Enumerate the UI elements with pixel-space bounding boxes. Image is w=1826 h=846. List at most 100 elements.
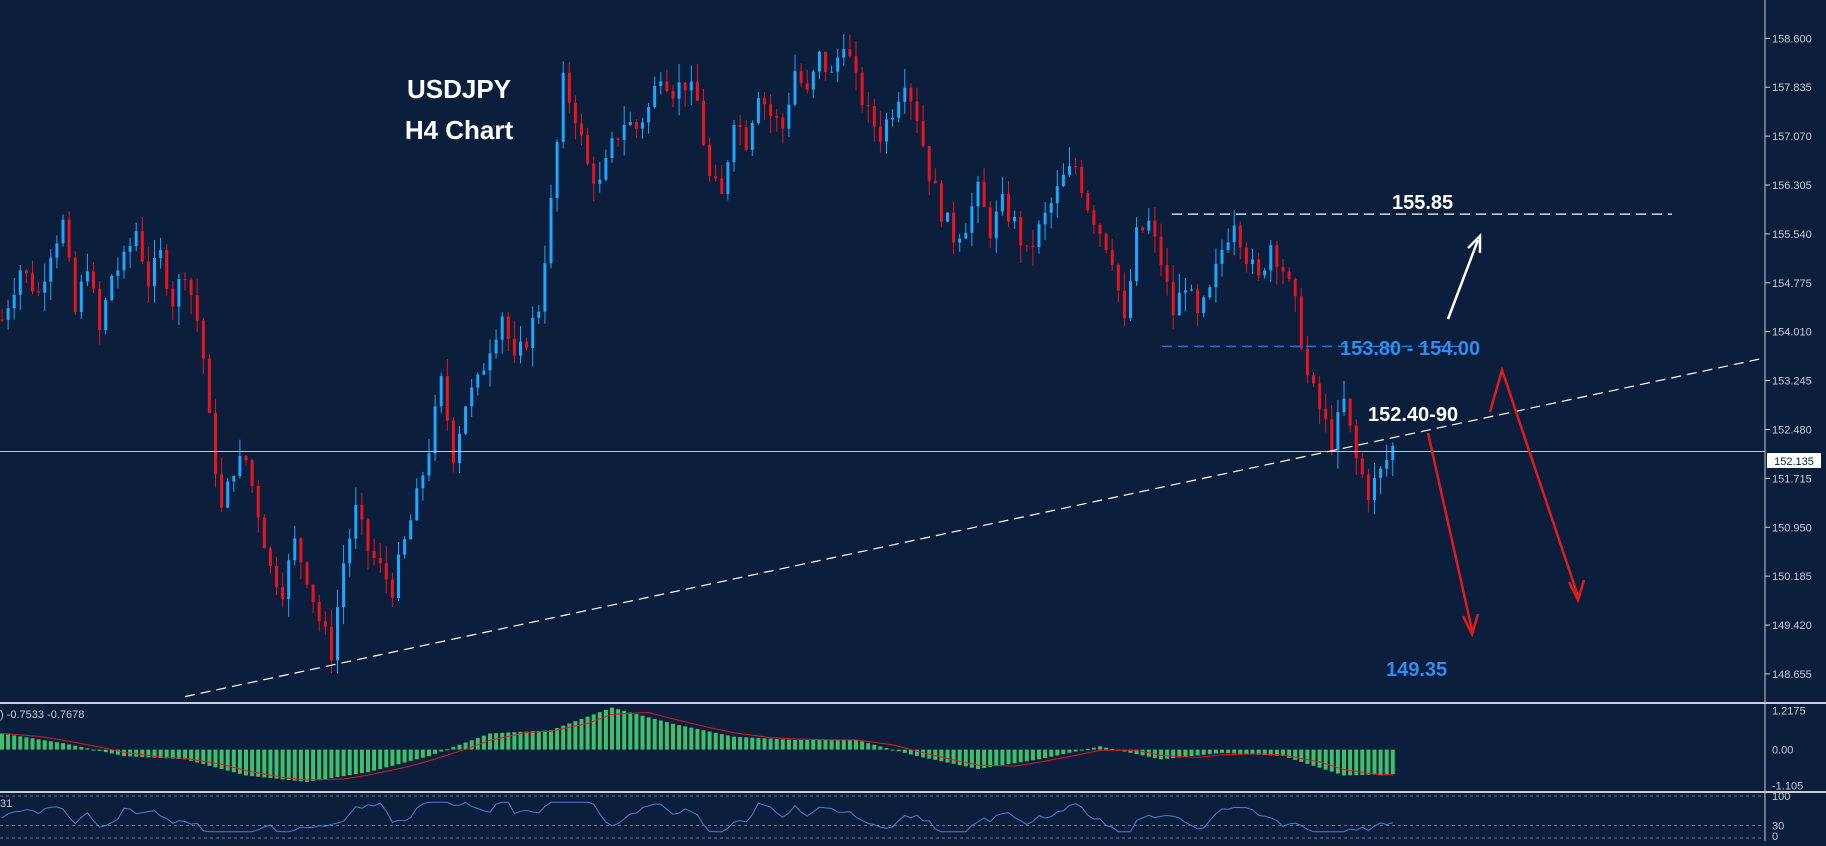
candle-body [763, 98, 766, 105]
macd-histogram-bar [1311, 749, 1316, 766]
candle-body [689, 81, 693, 91]
candle-body [787, 104, 791, 129]
candle-body [836, 57, 840, 72]
candle-body [567, 72, 571, 103]
macd-histogram-bar [695, 728, 700, 750]
macd-histogram-bar [237, 749, 242, 774]
macd-histogram-bar [256, 749, 261, 777]
macd-histogram-bar [1000, 749, 1005, 766]
candle-body [1141, 227, 1145, 231]
macd-histogram-bar [750, 737, 755, 750]
macd-histogram-bar [591, 714, 596, 750]
macd-histogram-bar [500, 732, 505, 750]
level-lines [0, 213, 1766, 698]
candle-body [677, 82, 681, 99]
candle-body [1007, 194, 1010, 222]
macd-histogram-bar [54, 742, 59, 750]
macd-histogram-bar [573, 721, 578, 750]
macd-histogram-bar [817, 739, 822, 750]
candle-body [293, 538, 297, 561]
candle-body [708, 144, 712, 177]
macd-histogram-bar [616, 709, 621, 750]
macd-histogram-bar [524, 731, 529, 750]
candle-body [201, 320, 205, 359]
macd-histogram-bar [1335, 749, 1340, 774]
candle-body [1391, 445, 1395, 461]
macd-histogram-bar [610, 707, 614, 750]
macd-histogram-bar [1268, 749, 1273, 756]
candle-body [421, 475, 425, 489]
macd-histogram-bar [469, 740, 474, 750]
macd-histogram-bar [152, 749, 157, 758]
macd-histogram-bar [396, 749, 401, 765]
macd-histogram-bar [48, 741, 53, 750]
candle-body [256, 485, 260, 518]
candle-body [323, 621, 327, 627]
candle-body [317, 601, 321, 622]
price-tick-label: 151.715 [1772, 473, 1812, 485]
macd-histogram-bar [305, 749, 309, 782]
macd-histogram-bar [555, 727, 560, 750]
candle-body [1379, 468, 1383, 478]
rsi-label: 31 [0, 798, 12, 810]
candle-body [1269, 245, 1273, 271]
macd-histogram-bar [957, 749, 962, 766]
macd-histogram-bar [542, 730, 547, 750]
candle-body [1373, 477, 1376, 501]
candle-body [464, 406, 468, 434]
macd-histogram-bar [890, 749, 895, 751]
macd-histogram-bar [384, 749, 389, 768]
macd-histogram-bar [1079, 749, 1084, 751]
macd-histogram-bar [567, 723, 572, 750]
candle-body [628, 122, 632, 125]
candle-body [525, 341, 529, 348]
candle-body [756, 98, 760, 124]
macd-histogram-bar [109, 749, 114, 754]
macd-histogram-bar [1018, 749, 1023, 763]
macd-histogram-bar [1006, 749, 1011, 765]
macd-histogram-bar [85, 748, 90, 750]
candle-body [1275, 245, 1279, 267]
candle-body [824, 51, 827, 72]
candle-body [214, 412, 217, 475]
candle-body [1159, 236, 1163, 266]
macd-histogram-bar [884, 748, 889, 750]
candle-body [1055, 186, 1059, 204]
macd-histogram-bar [176, 749, 181, 759]
macd-histogram-bar [366, 749, 370, 773]
rsi-tick-label: 30 [1772, 820, 1784, 832]
candle-body [573, 102, 577, 124]
macd-histogram-bar [494, 733, 499, 750]
candle-body [793, 71, 797, 105]
macd-histogram-bar [1348, 749, 1353, 776]
candle-body [543, 263, 547, 312]
arrow-down-red-right [1488, 365, 1586, 604]
candle-body [268, 548, 272, 567]
candle-body [1190, 289, 1193, 291]
macd-histogram-bar [311, 749, 316, 781]
macd-histogram-bar [1299, 749, 1304, 762]
candle-body [73, 257, 77, 313]
price-tick-label: 157.835 [1772, 82, 1812, 94]
candle-body [811, 71, 815, 90]
candle-body [842, 49, 846, 58]
macd-histogram-bar [335, 749, 340, 778]
macd-histogram-bar [274, 749, 279, 779]
candle-body [805, 83, 809, 90]
macd-histogram-bar [329, 749, 334, 779]
candle-body [604, 158, 608, 180]
macd-histogram-bar [988, 749, 993, 768]
candle-body [671, 90, 675, 99]
candle-body [531, 317, 535, 348]
candle-body [702, 100, 705, 145]
candle-body [866, 105, 870, 107]
candle-body [488, 353, 492, 371]
macd-histogram-bar [1073, 749, 1078, 752]
macd-histogram-bar [1024, 749, 1029, 762]
macd-histogram-bar [1360, 749, 1365, 775]
macd-histogram-bar [1030, 749, 1035, 761]
macd-histogram-bar [1390, 749, 1395, 775]
candle-body [1025, 245, 1029, 247]
candle-body [1196, 289, 1200, 314]
